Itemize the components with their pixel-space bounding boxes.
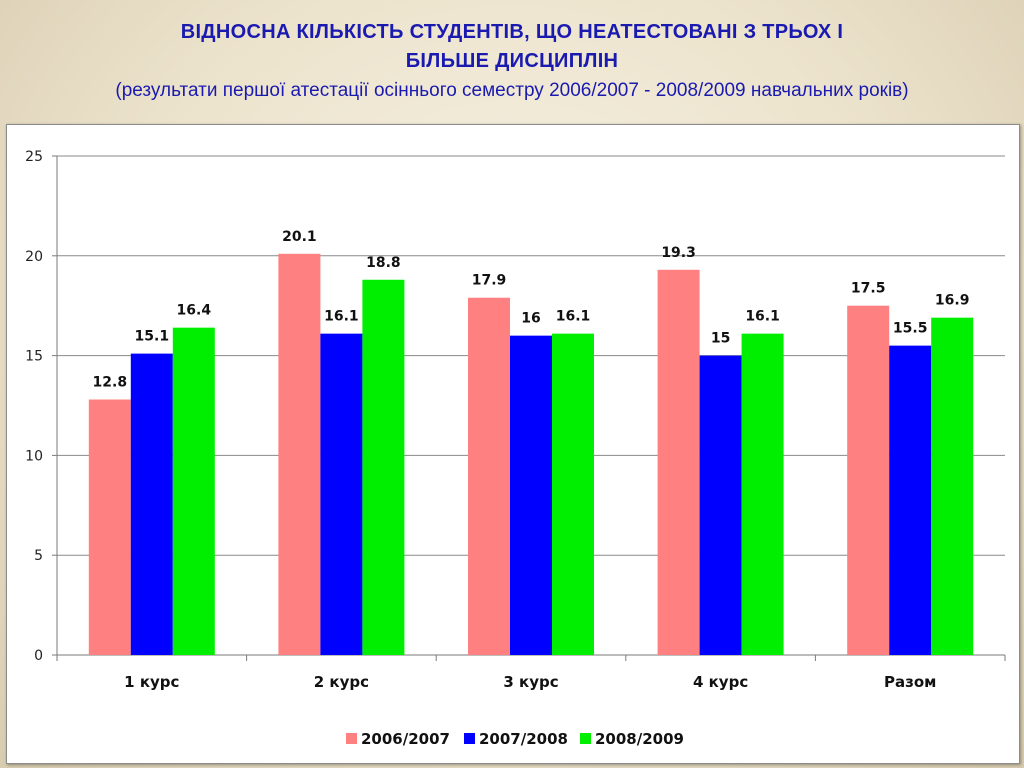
data-label: 16 (521, 311, 540, 327)
data-label: 15.5 (893, 321, 928, 337)
title-block: ВІДНОСНА КІЛЬКІСТЬ СТУДЕНТІВ, ЩО НЕАТЕСТ… (0, 18, 1024, 104)
chart-subtitle: (результати першої атестації осіннього с… (115, 80, 909, 101)
data-label: 19.3 (661, 245, 696, 261)
bar (278, 253, 321, 655)
data-label: 16.1 (324, 309, 359, 325)
legend-swatch (580, 733, 591, 744)
legend-swatch (346, 733, 357, 744)
y-tick-label: 25 (25, 149, 43, 165)
legend-label: 2006/2007 (361, 730, 450, 748)
bar (468, 297, 510, 655)
data-label: 15 (711, 331, 730, 347)
bar (657, 269, 700, 655)
bar (931, 317, 974, 655)
chart-frame: 0 5 10 15 20 25 12.8 15.1 16.4 1 курс 20.1 16.1 18.8… (6, 124, 1020, 764)
x-tick-label: 2 курс (314, 673, 369, 691)
chart-title-line-2: БІЛЬШЕ ДИСЦИПЛІН (405, 50, 619, 72)
data-label: 12.8 (93, 375, 128, 391)
bar (172, 327, 215, 655)
data-label: 16.1 (745, 309, 780, 325)
bar (362, 279, 405, 655)
bar (552, 333, 594, 655)
x-tick-label: Разом (884, 673, 936, 691)
bar (741, 333, 784, 655)
bar (88, 399, 131, 655)
bar (847, 305, 890, 655)
chart-title-line-1: ВІДНОСНА КІЛЬКІСТЬ СТУДЕНТІВ, ЩО НЕАТЕСТ… (180, 21, 844, 43)
bar (320, 333, 363, 655)
bar (510, 335, 552, 655)
x-tick-label: 4 курс (693, 673, 748, 691)
data-label: 18.8 (366, 255, 401, 271)
y-tick-label: 0 (34, 648, 43, 664)
x-tick-label: 3 курс (503, 673, 558, 691)
y-tick-label: 5 (34, 548, 43, 564)
legend-label: 2007/2008 (479, 730, 568, 748)
legend-label: 2008/2009 (595, 730, 684, 748)
data-label: 15.1 (135, 329, 170, 345)
y-tick-label: 20 (25, 249, 43, 265)
y-tick-label: 10 (25, 448, 43, 464)
bar (889, 345, 932, 655)
data-label: 17.9 (472, 273, 507, 289)
bar (130, 353, 173, 655)
data-label: 16.9 (935, 293, 970, 309)
bar (699, 355, 742, 655)
data-label: 16.4 (177, 303, 212, 319)
data-label: 16.1 (556, 309, 591, 325)
bar-chart: 0 5 10 15 20 25 12.8 15.1 16.4 1 курс 20.1 16.1 18.8… (25, 149, 1006, 748)
y-tick-label: 15 (25, 349, 43, 365)
data-label: 20.1 (282, 229, 317, 245)
legend-swatch (464, 733, 475, 744)
x-tick-label: 1 курс (124, 673, 179, 691)
data-label: 17.5 (851, 281, 886, 297)
